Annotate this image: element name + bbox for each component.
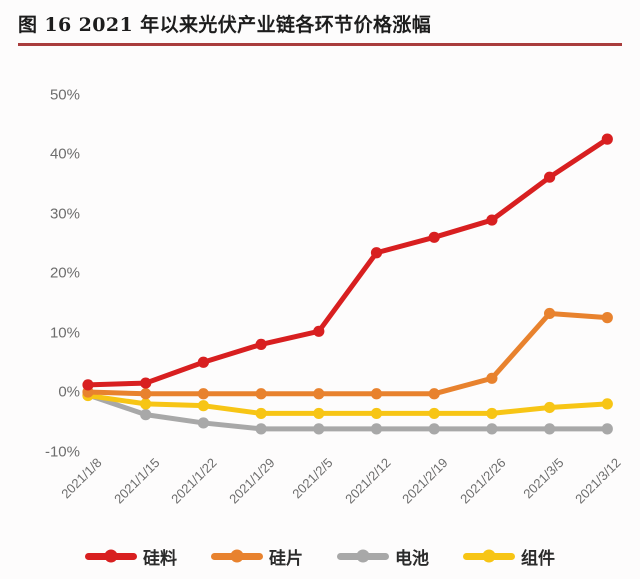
legend-swatch-icon [85,552,137,560]
data-point [370,388,383,400]
x-axis-tick-label: 2021/2/19 [399,455,451,507]
data-point [313,407,325,420]
data-point [255,423,267,435]
data-point [197,388,209,400]
data-point [601,133,613,145]
data-point [428,407,440,420]
legend-label: 硅料 [143,548,177,569]
data-point [313,388,325,400]
data-point [428,388,440,400]
legend-label: 电池 [395,548,429,569]
data-point [197,400,209,412]
x-axis-tick-label: 2021/1/8 [58,455,105,502]
series-line [85,393,610,416]
legend-swatch-icon [337,552,389,560]
legend-item-组件[interactable]: 组件 [463,544,555,569]
series-line [85,392,610,432]
data-point [601,312,613,324]
x-axis-tick-label: 2021/1/15 [110,455,163,507]
figure-title: 图 16 2021 年以来光伏产业链各环节价格涨幅 [18,14,432,36]
series-line [85,136,610,388]
data-point [486,214,498,226]
chart-legend: 硅料 硅片 电池 组件 [0,540,640,572]
data-point [486,372,498,384]
legend-item-硅料[interactable]: 硅料 [85,544,177,569]
y-axis-tick-label: 20% [49,264,80,282]
data-point [544,307,556,320]
x-axis-tick-label: 2021/3/5 [519,455,567,502]
data-point [82,379,94,391]
x-axis-tick-label: 2021/1/29 [226,455,278,507]
data-point [140,388,152,400]
figure-title-bar: 图 16 2021 年以来光伏产业链各环节价格涨幅 [18,10,622,52]
x-axis-tick-label: 2021/2/12 [341,455,394,507]
data-point [197,417,209,429]
data-point [544,401,556,414]
y-axis-tick-label: -10% [44,443,80,460]
series-组件 [82,389,613,420]
legend-label: 组件 [521,548,555,569]
legend-swatch-icon [211,552,263,560]
data-point [544,423,556,435]
x-axis-tick-label: 2021/2/5 [289,455,336,502]
data-point [428,231,440,243]
data-point [313,423,325,435]
data-point [140,398,152,410]
data-point [370,407,383,420]
title-divider [18,43,622,46]
data-point [601,423,613,435]
legend-label: 硅片 [269,548,303,569]
y-axis-tick-label: 40% [49,145,80,163]
y-axis-tick-label: 50% [49,86,80,103]
data-point [140,409,152,421]
data-point [255,388,267,400]
data-point [486,423,498,435]
y-axis-tick-label: 10% [49,324,80,341]
data-point [486,407,498,420]
data-point [197,356,209,368]
series-硅片 [82,307,613,400]
legend-item-电池[interactable]: 电池 [337,544,429,569]
series-硅料 [82,133,613,391]
data-point [370,247,383,259]
x-axis-tick-label: 2021/2/26 [456,455,509,507]
x-axis: 2021/1/8 2021/1/15 2021/1/22 2021/1/29 2021/… [0,455,640,535]
legend-swatch-icon [463,552,515,560]
x-axis-tick-label: 2021/3/12 [572,455,624,507]
data-point [313,325,325,337]
series-电池 [82,389,613,435]
data-point [544,171,556,183]
data-point [255,338,267,350]
data-point [140,377,152,389]
chart-plot-area [0,52,640,472]
series-line [85,310,610,397]
data-point [428,423,440,435]
data-point [255,407,267,420]
y-axis: 50% 40% 30% 20% 10% 0% -10% [14,52,80,472]
data-point [370,423,383,435]
y-axis-tick-label: 0% [58,383,80,401]
data-point [601,398,613,410]
y-axis-tick-label: 30% [49,205,80,222]
line-chart-svg [82,133,613,435]
x-axis-tick-label: 2021/1/22 [168,455,220,507]
legend-item-硅片[interactable]: 硅片 [211,544,303,569]
